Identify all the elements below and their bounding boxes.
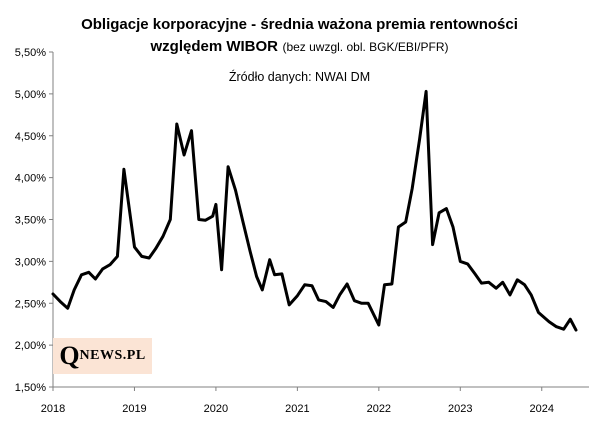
qnews-logo: Q NEWS.PL [53, 338, 152, 374]
series-layer [51, 89, 578, 332]
x-tick-label: 2018 [41, 403, 65, 415]
x-tick-label: 2021 [285, 403, 309, 415]
logo-q: Q [59, 341, 80, 370]
y-tick-label: 3,50% [15, 215, 46, 227]
chart-title: Obligacje korporacyjne - średnia ważona … [0, 14, 599, 58]
x-tick-label: 2023 [448, 403, 472, 415]
x-tick-label: 2024 [530, 403, 554, 415]
y-tick-label: 4,50% [15, 131, 46, 143]
x-tick-label: 2022 [367, 403, 391, 415]
y-tick-label: 2,50% [15, 298, 46, 310]
chart-title-line1: Obligacje korporacyjne - średnia ważona … [81, 16, 518, 33]
chart-subtitle: Źródło danych: NWAI DM [228, 70, 371, 84]
chart-title-line2: względem WIBOR [150, 38, 278, 55]
y-tick-label: 3,00% [15, 256, 46, 268]
y-axis-ticks: 1,50% 2,00% 2,50% 3,00% 3,50% 4,00% 4,50% 5,00%… [15, 47, 53, 394]
x-axis-ticks: 2018 2019 2020 2021 2022 2023 2024 [41, 387, 554, 415]
y-tick-label: 4,00% [15, 173, 46, 185]
y-tick-label: 2,00% [15, 340, 46, 352]
chart-title-note: (bez uwzgl. obl. BGK/EBI/PFR) [282, 40, 449, 54]
y-tick-label: 5,50% [15, 47, 46, 59]
y-tick-label: 1,50% [15, 382, 46, 394]
series-line [51, 89, 578, 332]
y-tick-label: 5,00% [15, 89, 46, 101]
x-tick-label: 2019 [122, 403, 146, 415]
chart-axes [52, 52, 589, 388]
logo-news: NEWS.PL [79, 348, 146, 363]
x-tick-label: 2020 [204, 403, 228, 415]
